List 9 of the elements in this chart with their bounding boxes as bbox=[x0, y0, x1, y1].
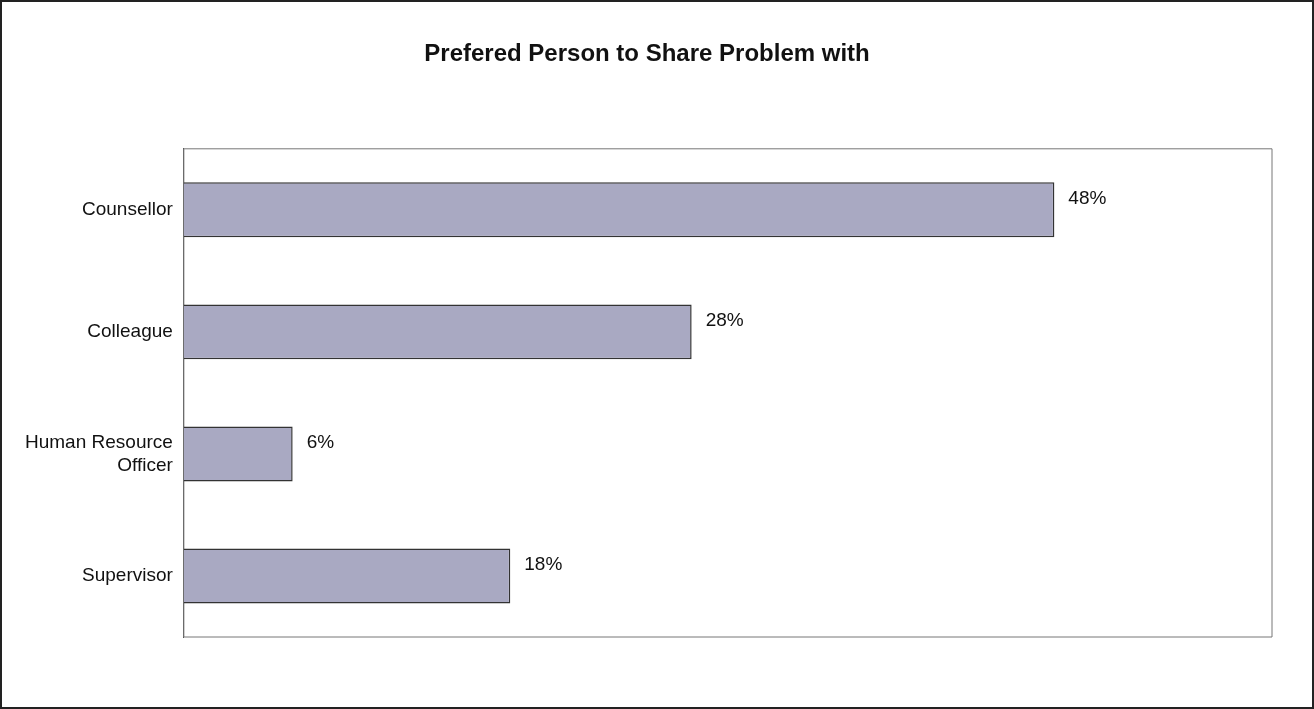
data-label: 18% bbox=[524, 552, 563, 574]
y-tick-label: Colleague bbox=[87, 320, 173, 342]
y-tick-label: Supervisor bbox=[82, 564, 174, 586]
data-label: 28% bbox=[705, 308, 744, 330]
data-label: 6% bbox=[306, 430, 335, 452]
y-tick-label: Counsellor bbox=[82, 198, 174, 220]
chart-title: Prefered Person to Share Problem with bbox=[424, 39, 870, 67]
data-label: 48% bbox=[1068, 186, 1107, 208]
y-tick-label: Human Resource Officer bbox=[25, 430, 174, 475]
